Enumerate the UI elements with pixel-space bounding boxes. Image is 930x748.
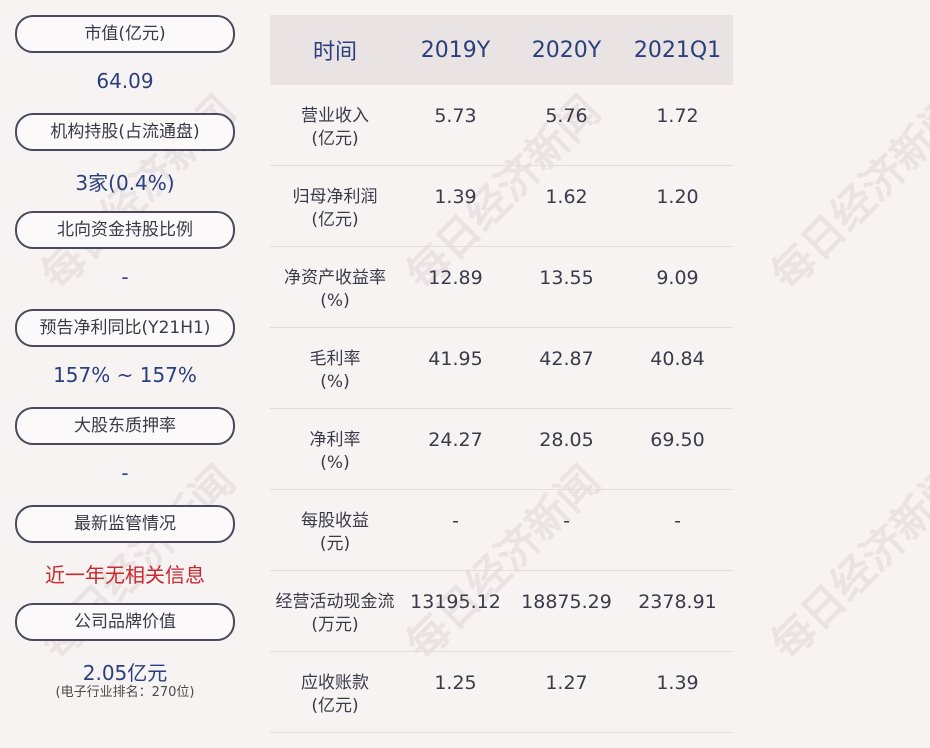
cell-2021q1: 40.84 <box>650 348 705 370</box>
table-row: 营业收入 (亿元) 5.73 5.76 1.72 <box>270 85 733 166</box>
cell-2021q1: 1.39 <box>656 672 699 694</box>
cell-2021q1: - <box>674 510 681 532</box>
cell-2019y: 41.95 <box>428 348 483 370</box>
row-label: 应收账款 (亿元) <box>301 673 369 716</box>
brand-value-label: 公司品牌价值 <box>15 603 235 641</box>
institutional-holding-value: 3家(0.4%) <box>75 171 175 195</box>
header-time: 时间 <box>312 40 357 65</box>
cell-2020y: 1.27 <box>545 672 588 694</box>
market-cap-label: 市值(亿元) <box>15 15 235 53</box>
table-row: 净资产收益率 (%) 12.89 13.55 9.09 <box>270 247 733 328</box>
profit-forecast-label: 预告净利同比(Y21H1) <box>15 309 235 347</box>
cell-2020y: - <box>563 510 570 532</box>
table-row: 每股收益 (元) - - - <box>270 490 733 571</box>
cell-2020y: 13.55 <box>539 267 594 289</box>
table-row: 应收账款 (亿元) 1.25 1.27 1.39 <box>270 652 733 733</box>
cell-2021q1: 2378.91 <box>638 591 717 613</box>
row-label: 净利率 (%) <box>309 430 361 473</box>
northbound-holding-label: 北向资金持股比例 <box>15 211 235 249</box>
cell-2020y: 28.05 <box>539 429 594 451</box>
cell-2020y: 42.87 <box>539 348 594 370</box>
table-row: 净利率 (%) 24.27 28.05 69.50 <box>270 409 733 490</box>
row-label: 每股收益 (元) <box>301 511 369 554</box>
row-label: 营业收入 (亿元) <box>301 106 369 149</box>
table-row: 经营活动现金流 (万元) 13195.12 18875.29 2378.91 <box>270 571 733 652</box>
northbound-holding-value: - <box>121 265 129 289</box>
row-label: 归母净利润 (亿元) <box>292 187 378 230</box>
cell-2021q1: 1.20 <box>656 186 699 208</box>
brand-rank-note: (电子行业排名：270位) <box>55 685 195 700</box>
pledge-rate-label: 大股东质押率 <box>15 407 235 445</box>
watermark: 每日经济新闻 <box>761 86 930 300</box>
row-label: 净资产收益率 (%) <box>284 268 386 311</box>
cell-2021q1: 69.50 <box>650 429 705 451</box>
cell-2020y: 18875.29 <box>521 591 612 613</box>
institutional-holding-label: 机构持股(占流通盘) <box>15 113 235 151</box>
brand-value-value: 2.05亿元 <box>82 661 168 685</box>
cell-2019y: 1.25 <box>434 672 477 694</box>
watermark: 每日经济新闻 <box>761 456 930 670</box>
cell-2019y: 1.39 <box>434 186 477 208</box>
cell-2020y: 1.62 <box>545 186 588 208</box>
header-2019y: 2019Y <box>420 37 491 63</box>
regulatory-status-label: 最新监管情况 <box>15 505 235 543</box>
row-label: 经营活动现金流 (万元) <box>275 592 395 635</box>
financial-table: 时间 2019Y 2020Y 2021Q1 营业收入 (亿元) 5.73 5.76… <box>270 15 733 733</box>
regulatory-status-value: 近一年无相关信息 <box>45 563 205 587</box>
cell-2019y: 12.89 <box>428 267 483 289</box>
table-row: 毛利率 (%) 41.95 42.87 40.84 <box>270 328 733 409</box>
cell-2019y: 24.27 <box>428 429 483 451</box>
header-2020y: 2020Y <box>531 37 602 63</box>
cell-2021q1: 9.09 <box>656 267 699 289</box>
row-label: 毛利率 (%) <box>309 349 361 392</box>
table-header: 时间 2019Y 2020Y 2021Q1 <box>270 15 733 85</box>
cell-2019y: 5.73 <box>434 105 477 127</box>
profit-forecast-value: 157% ~ 157% <box>53 363 197 387</box>
market-cap-value: 64.09 <box>96 69 154 93</box>
cell-2019y: - <box>452 510 459 532</box>
table-row: 归母净利润 (亿元) 1.39 1.62 1.20 <box>270 166 733 247</box>
cell-2020y: 5.76 <box>545 105 588 127</box>
pledge-rate-value: - <box>121 461 129 485</box>
cell-2019y: 13195.12 <box>410 591 501 613</box>
cell-2021q1: 1.72 <box>656 105 699 127</box>
header-2021q1: 2021Q1 <box>633 37 722 63</box>
stock-summary-sidebar: 市值(亿元) 64.09 机构持股(占流通盘) 3家(0.4%) 北向资金持股比… <box>0 0 250 748</box>
